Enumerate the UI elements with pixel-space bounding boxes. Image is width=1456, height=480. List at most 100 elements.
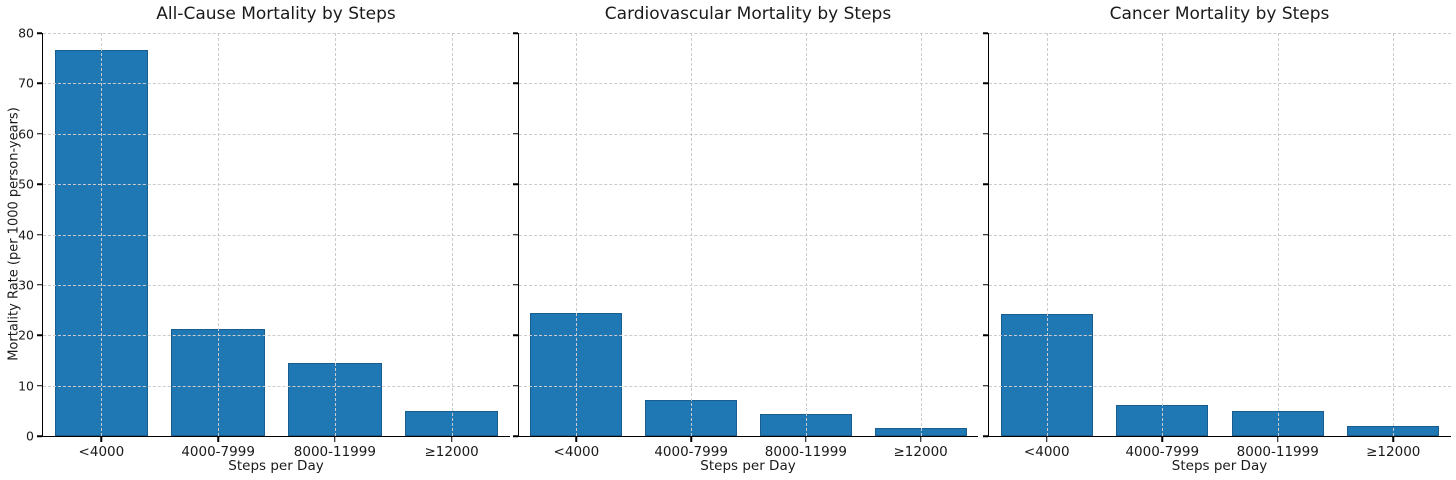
- x-tick-mark: [1392, 437, 1394, 442]
- y-tick-mark: [37, 334, 42, 336]
- chart-title: Cardiovascular Mortality by Steps: [604, 4, 892, 24]
- gridline-v: [451, 33, 453, 436]
- plot-area: <4000 4000-7999 8000-11999 ≥12000 0 10 20 30 40 5…: [18, 26, 510, 460]
- gridline-h: [989, 234, 1451, 236]
- gridline-v: [1162, 33, 1164, 436]
- x-tick-label: ≥12000: [1366, 444, 1421, 460]
- y-tick-mark: [513, 435, 518, 437]
- gridline-v: [805, 33, 807, 436]
- y-tick-mark: [983, 384, 988, 387]
- y-tick-label: 30: [18, 277, 34, 293]
- y-tick-mark: [37, 32, 42, 34]
- y-tick-mark: [37, 435, 42, 437]
- y-tick-mark: [37, 82, 42, 85]
- y-tick-mark: [513, 284, 518, 286]
- y-tick-mark: [513, 233, 518, 236]
- y-tick-mark: [513, 82, 518, 85]
- x-tick-label: 8000-11999: [293, 444, 376, 460]
- bar: [530, 313, 623, 436]
- x-tick-mark: [805, 437, 807, 442]
- y-tick-mark: [983, 183, 988, 185]
- y-tick-label: 70: [18, 75, 34, 91]
- gridline-h: [519, 133, 978, 135]
- y-tick-mark: [37, 183, 42, 185]
- y-tick-mark: [513, 334, 518, 336]
- subplot-cardiovascular: Cardiovascular Mortality by Steps <4000 4…: [513, 0, 978, 480]
- y-tick-mark: [37, 133, 42, 135]
- gridline-h: [519, 33, 978, 34]
- x-tick-label: 8000-11999: [1236, 444, 1319, 460]
- x-axis-label: Steps per Day: [228, 458, 324, 474]
- gridline-h: [519, 234, 978, 236]
- gridline-v: [691, 33, 693, 436]
- bar: [171, 328, 265, 436]
- y-tick-mark: [37, 284, 42, 286]
- x-tick-label: <4000: [78, 444, 125, 460]
- gridline-v: [920, 33, 922, 436]
- bar: [1231, 410, 1324, 436]
- x-tick-label: ≥12000: [893, 444, 948, 460]
- y-tick-mark: [983, 133, 988, 135]
- bar: [759, 414, 852, 436]
- subplot-cancer: Cancer Mortality by Steps <4000 4000-7999…: [983, 0, 1451, 480]
- x-tick-mark: [919, 437, 922, 442]
- gridline-v: [1393, 33, 1395, 436]
- plot-area: <4000 4000-7999 8000-11999 ≥12000: [513, 32, 978, 460]
- x-tick-label: <4000: [1023, 444, 1070, 460]
- gridline-h: [989, 284, 1451, 286]
- bar: [645, 399, 738, 436]
- x-tick-label: <4000: [553, 444, 600, 460]
- y-tick-label: 60: [18, 126, 34, 142]
- gridline-h: [519, 83, 978, 85]
- bar: [1116, 404, 1209, 436]
- gridline-h: [989, 33, 1451, 34]
- x-tick-label: 4000-7999: [1125, 444, 1200, 460]
- bar: [54, 49, 149, 436]
- x-tick-label: 4000-7999: [654, 444, 728, 460]
- x-tick-mark: [450, 437, 453, 442]
- bar: [288, 363, 382, 436]
- bar: [874, 428, 967, 436]
- gridline-h: [989, 83, 1451, 85]
- gridline-h: [43, 33, 510, 34]
- y-tick-label: 80: [18, 25, 34, 41]
- x-tick-mark: [100, 437, 103, 442]
- y-tick-mark: [983, 82, 988, 85]
- x-tick-mark: [334, 437, 336, 442]
- y-tick-mark: [37, 384, 42, 387]
- x-tick-label: 8000-11999: [764, 444, 847, 460]
- x-tick-mark: [1046, 437, 1048, 442]
- y-tick-label: 0: [26, 428, 34, 444]
- y-tick-label: 50: [18, 176, 34, 192]
- y-tick-mark: [983, 334, 988, 336]
- y-tick-mark: [983, 233, 988, 236]
- gridline-v: [1277, 33, 1279, 436]
- plot-area: <4000 4000-7999 8000-11999 ≥12000: [983, 32, 1451, 460]
- gridline-h: [989, 184, 1451, 186]
- y-tick-mark: [983, 32, 988, 34]
- x-tick-label: 4000-7999: [181, 444, 255, 460]
- x-tick-mark: [575, 437, 578, 442]
- y-tick-mark: [513, 133, 518, 135]
- y-tick-mark: [37, 233, 42, 236]
- y-tick-label: 20: [18, 327, 34, 343]
- y-tick-mark: [983, 435, 988, 437]
- x-tick-mark: [1161, 437, 1163, 442]
- y-tick-mark: [983, 284, 988, 286]
- x-tick-label: ≥12000: [424, 444, 479, 460]
- x-axis-label: Steps per Day: [700, 458, 796, 474]
- subplot-all-cause: All-Cause Mortality by Steps <4000 4000-7…: [18, 0, 510, 480]
- x-tick-mark: [217, 437, 219, 442]
- y-tick-label: 40: [18, 227, 34, 242]
- chart-title: All-Cause Mortality by Steps: [156, 4, 396, 24]
- x-axis-label: Steps per Day: [1171, 458, 1268, 474]
- x-tick-mark: [1277, 437, 1279, 442]
- gridline-h: [519, 184, 978, 186]
- gridline-h: [519, 284, 978, 286]
- chart-title: Cancer Mortality by Steps: [1109, 4, 1330, 24]
- x-tick-mark: [690, 437, 692, 442]
- y-tick-mark: [513, 32, 518, 34]
- bar: [1347, 426, 1440, 436]
- bar: [1000, 314, 1093, 436]
